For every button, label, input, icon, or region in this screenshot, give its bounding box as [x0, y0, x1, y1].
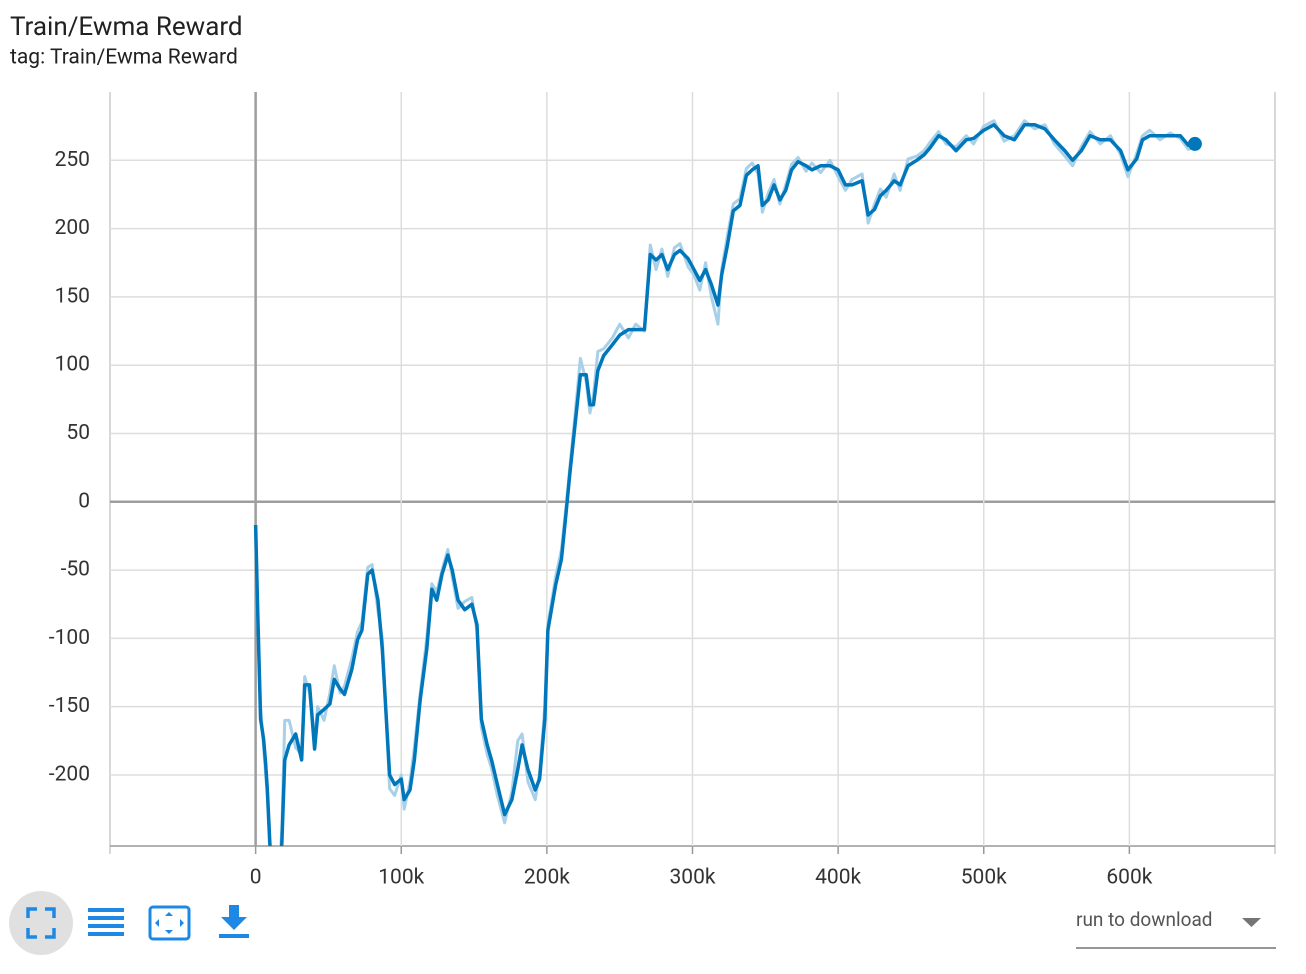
y-tick-label: 50 [66, 421, 90, 445]
raw-line-series [254, 119, 1196, 846]
y-tick-label: -50 [61, 558, 90, 582]
x-tick-label: 600k [1106, 866, 1152, 890]
x-tick-label: 200k [524, 866, 570, 890]
download-button[interactable] [219, 905, 249, 938]
x-tick-label: 400k [815, 866, 861, 890]
x-tick-label: 100k [378, 866, 424, 890]
x-tick-label: 500k [961, 866, 1007, 890]
toolbar: run to download [9, 891, 1276, 955]
plot [253, 119, 1196, 846]
y-tick-label: 200 [55, 216, 90, 240]
log-scale-button[interactable] [88, 908, 124, 936]
chart-subtitle: tag: Train/Ewma Reward [10, 46, 238, 70]
y-tick-label: -100 [49, 626, 90, 650]
line-series [253, 123, 1196, 846]
y-tick-label: 100 [55, 353, 90, 377]
y-tick-label: 0 [78, 489, 90, 513]
run-select[interactable]: run to download [1076, 908, 1276, 949]
chart-title: Train/Ewma Reward [10, 12, 243, 42]
last-point [1187, 136, 1202, 151]
x-tick-label: 300k [669, 866, 715, 890]
y-tick-label: -150 [49, 694, 90, 718]
y-tick-label: 150 [55, 284, 90, 308]
y-tick-label: -200 [49, 763, 90, 787]
fit-domain-button[interactable] [148, 905, 191, 941]
grid: -200 -150 -100 -50 0 50 100 150 200 250 0 100k 200k 3… [49, 92, 1276, 890]
run-select-label: run to download [1076, 908, 1213, 931]
fullscreen-button[interactable] [9, 891, 73, 955]
x-tick-label: 0 [250, 866, 262, 890]
y-tick-label: 250 [55, 148, 90, 172]
